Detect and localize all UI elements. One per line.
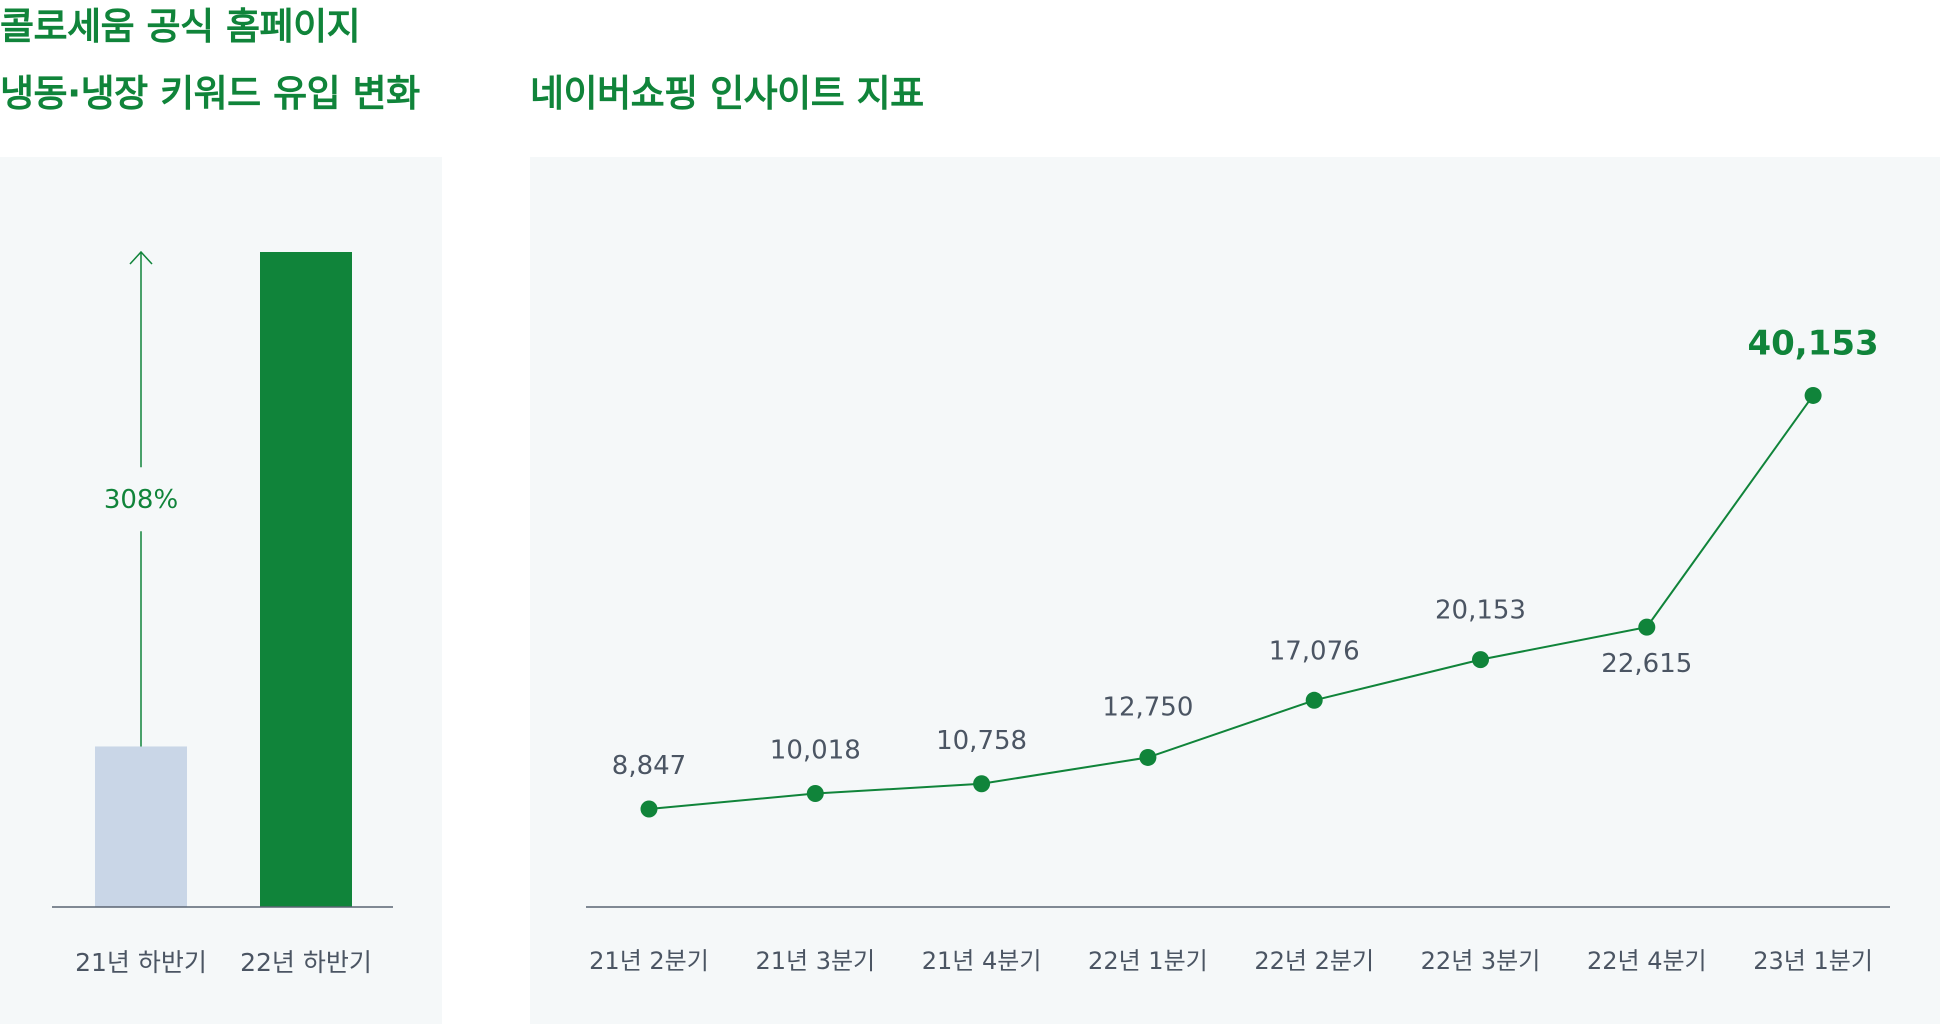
data-point	[1638, 618, 1656, 636]
bar-1	[95, 746, 187, 907]
data-label: 8,847	[612, 751, 686, 781]
data-point	[1139, 748, 1157, 766]
growth-percent-label: 308%	[104, 485, 178, 515]
right-chart-title: 네이버쇼핑 인사이트 지표	[530, 72, 924, 115]
up-arrow-icon	[129, 250, 153, 265]
data-point	[806, 785, 824, 803]
x-tick-label: 22년 1분기	[1088, 947, 1208, 975]
data-point	[1804, 386, 1822, 404]
naver-insight-line-chart-panel: 8,847 21년 2분기 10,018 21년 3분기 10,758 21년 4분기 12…	[530, 157, 1940, 1024]
keyword-bar-chart-panel: 21년 하반기 22년 하반기 308%	[0, 157, 442, 1024]
data-point	[1305, 691, 1323, 709]
bar-category-label: 21년 하반기	[75, 948, 207, 977]
data-point	[973, 775, 991, 793]
data-label: 20,153	[1435, 596, 1526, 626]
x-tick-label: 21년 2분기	[589, 947, 709, 975]
data-label: 17,076	[1269, 636, 1360, 666]
data-point	[1472, 651, 1489, 669]
x-tick-label: 21년 4분기	[922, 947, 1042, 975]
left-chart-title-line2: 냉동·냉장 키워드 유입 변화	[0, 72, 420, 115]
x-tick-label: 21년 3분기	[755, 947, 875, 975]
bar-2	[260, 252, 352, 907]
x-tick-label: 23년 1분기	[1753, 947, 1873, 975]
data-label: 22,615	[1601, 649, 1692, 679]
bar-category-label: 22년 하반기	[240, 948, 372, 977]
keyword-bar-chart: 21년 하반기 22년 하반기 308%	[52, 250, 393, 977]
x-tick-label: 22년 4분기	[1587, 947, 1707, 975]
data-label: 10,018	[770, 736, 861, 766]
x-tick-label: 22년 3분기	[1421, 947, 1541, 975]
naver-insight-line-chart: 8,847 21년 2분기 10,018 21년 3분기 10,758 21년 4분기 12…	[586, 323, 1890, 975]
data-point	[640, 800, 658, 818]
left-chart-title-line1: 콜로세움 공식 홈페이지	[0, 5, 361, 48]
data-label-highlight: 40,153	[1747, 323, 1878, 363]
data-label: 12,750	[1102, 692, 1193, 722]
series-line	[648, 394, 1814, 810]
data-label: 10,758	[936, 726, 1027, 756]
x-tick-label: 22년 2분기	[1254, 947, 1374, 975]
